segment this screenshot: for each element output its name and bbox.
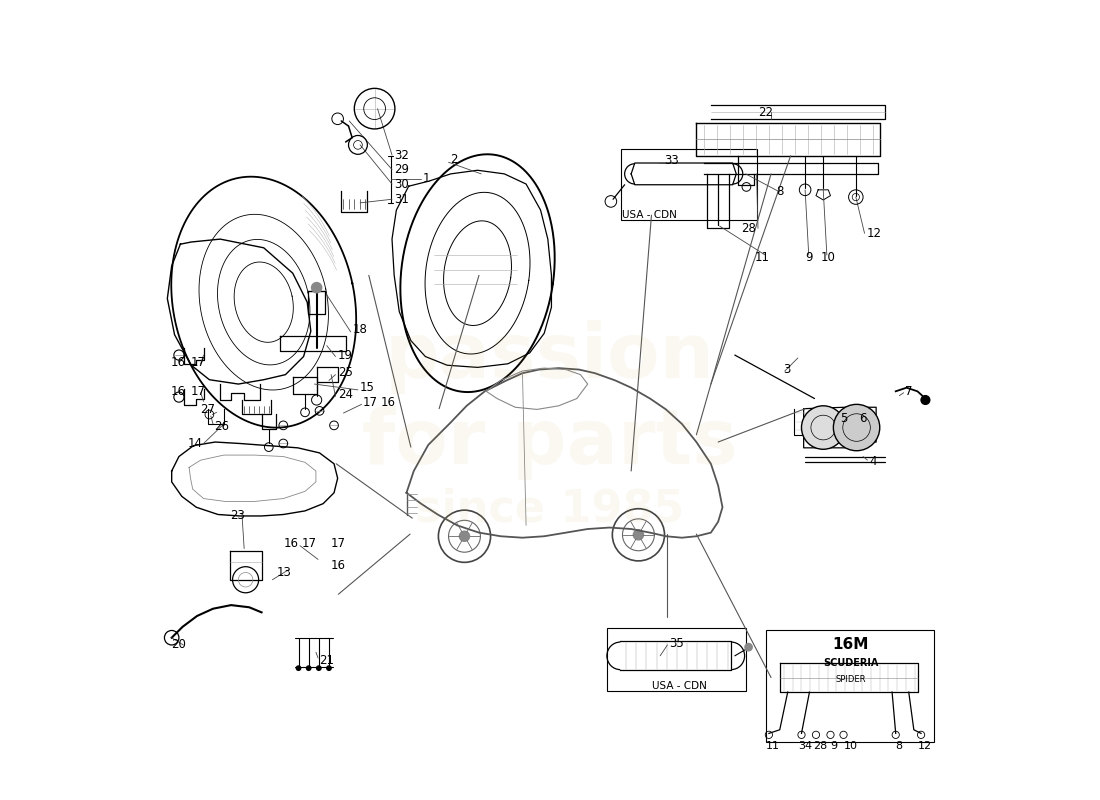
Text: 16: 16 [170,356,186,369]
Circle shape [311,282,322,294]
Text: 35: 35 [669,637,683,650]
Text: 25: 25 [338,366,352,379]
Text: 17: 17 [301,537,317,550]
Circle shape [326,666,332,671]
Text: 22: 22 [758,106,773,118]
Circle shape [745,642,752,651]
Text: 16: 16 [331,558,346,572]
Circle shape [306,666,311,671]
Text: 29: 29 [394,163,409,176]
Text: 28: 28 [813,742,827,751]
Text: 34: 34 [799,742,813,751]
Text: USA - CDN: USA - CDN [621,210,676,220]
Text: 2: 2 [450,153,458,166]
Text: 16M: 16M [833,637,869,652]
Text: 15: 15 [360,381,374,394]
Circle shape [921,395,931,405]
Text: 3: 3 [783,363,791,376]
Text: 17: 17 [190,385,206,398]
Text: 16: 16 [381,396,396,409]
Text: 17: 17 [190,356,206,369]
Text: 1: 1 [424,173,431,186]
Circle shape [834,404,880,450]
Text: 20: 20 [170,638,186,651]
Text: SCUDERIA: SCUDERIA [823,658,879,668]
Text: 32: 32 [394,149,409,162]
Text: 6: 6 [859,412,867,426]
Text: 8: 8 [895,742,903,751]
Text: 16: 16 [284,537,298,550]
Text: 5: 5 [840,412,847,426]
Text: 19: 19 [338,349,353,362]
Text: 24: 24 [338,389,353,402]
Text: passion
for parts: passion for parts [362,320,738,480]
Circle shape [634,530,643,540]
Circle shape [316,666,321,671]
Text: 31: 31 [394,193,409,206]
Text: 4: 4 [869,455,877,468]
Text: 9: 9 [805,250,813,264]
Text: 11: 11 [766,742,780,751]
Circle shape [802,406,845,450]
Text: 17: 17 [331,537,346,550]
Circle shape [460,531,470,542]
Text: 14: 14 [188,437,202,450]
Text: 33: 33 [663,154,679,167]
Text: 18: 18 [353,323,367,336]
Text: 12: 12 [867,227,882,240]
Text: 30: 30 [394,178,409,190]
Circle shape [296,666,301,671]
Text: 27: 27 [200,403,214,416]
Text: 10: 10 [821,250,836,264]
Text: USA - CDN: USA - CDN [651,682,706,691]
Text: 16: 16 [170,385,186,398]
Text: 17: 17 [363,396,378,409]
Text: since 1985: since 1985 [416,487,684,530]
Text: 8: 8 [777,186,783,198]
Text: 12: 12 [918,742,933,751]
Text: 13: 13 [277,566,292,579]
Text: 9: 9 [830,742,837,751]
Text: 7: 7 [905,385,913,398]
Text: SPIDER: SPIDER [836,674,866,683]
Text: 23: 23 [230,510,244,522]
Text: 10: 10 [844,742,858,751]
Text: 21: 21 [319,654,334,667]
Text: 28: 28 [741,222,756,234]
Text: 11: 11 [755,250,769,264]
Text: 26: 26 [214,420,230,434]
